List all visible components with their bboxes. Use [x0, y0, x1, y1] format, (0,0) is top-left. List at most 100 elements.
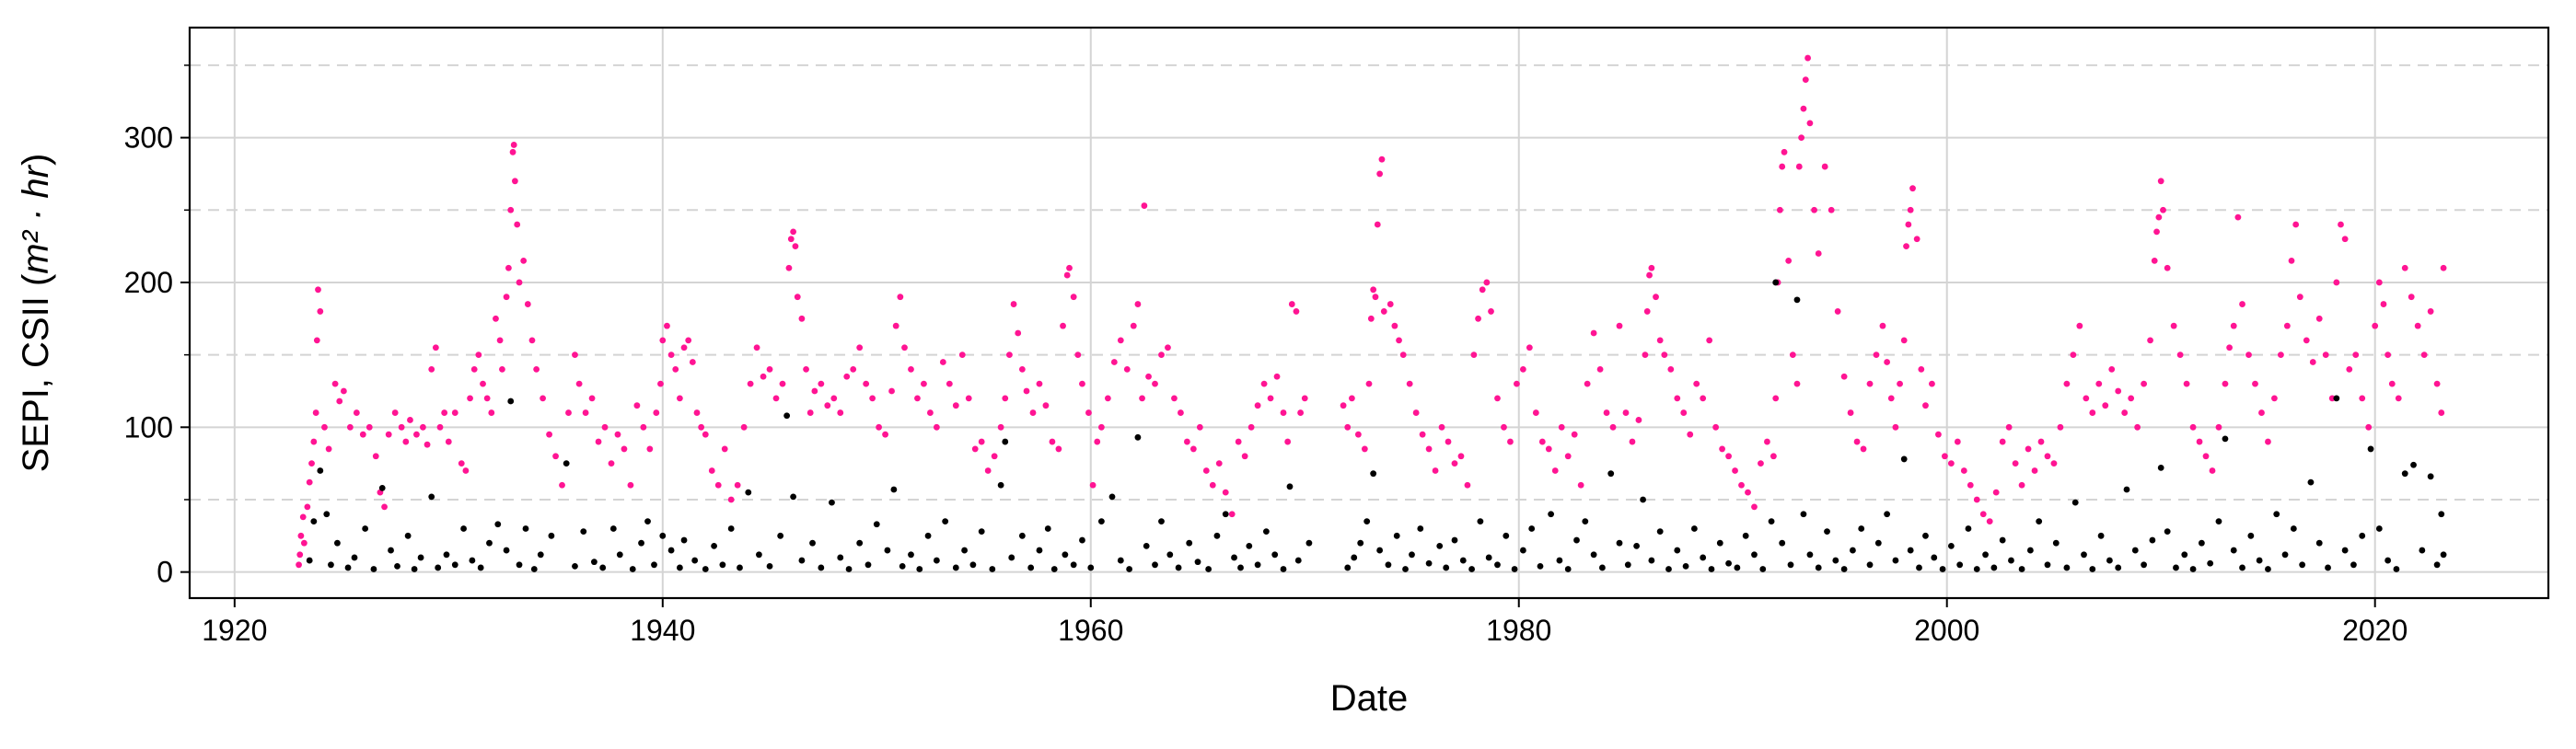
- data-point: [884, 547, 891, 554]
- data-point: [1036, 380, 1043, 387]
- data-point: [572, 562, 578, 570]
- data-point: [1811, 206, 1817, 213]
- data-point: [2239, 301, 2245, 307]
- y-tick-label: 0: [157, 556, 173, 589]
- data-point: [436, 423, 444, 431]
- data-point: [892, 322, 899, 329]
- data-point: [2183, 380, 2190, 387]
- data-point: [511, 178, 518, 185]
- data-point: [516, 279, 523, 286]
- data-point: [1907, 547, 1914, 554]
- data-point: [2277, 351, 2284, 359]
- data-point: [1029, 409, 1037, 416]
- data-point: [1648, 264, 1655, 271]
- data-point: [809, 539, 816, 547]
- data-point: [837, 409, 844, 416]
- data-point: [2315, 539, 2323, 547]
- data-point: [2303, 337, 2310, 344]
- data-point: [890, 486, 898, 493]
- data-point: [830, 395, 838, 402]
- data-point: [323, 511, 331, 518]
- data-point: [693, 409, 701, 416]
- data-point: [1708, 566, 1715, 572]
- data-point: [486, 539, 493, 547]
- data-point: [1209, 481, 1216, 489]
- data-point: [1564, 453, 1572, 460]
- data-point: [1815, 250, 1822, 257]
- data-point: [514, 221, 521, 228]
- data-point: [1215, 460, 1223, 467]
- data-point: [528, 337, 536, 344]
- y-axis: 0 100 200 300: [124, 64, 190, 589]
- data-point: [1260, 380, 1268, 387]
- data-point: [2325, 564, 2331, 571]
- data-point: [1344, 564, 1352, 571]
- data-point: [1607, 470, 1615, 478]
- data-point: [2273, 511, 2280, 518]
- x-tick-label: 2000: [1914, 614, 1979, 647]
- data-point: [2350, 561, 2357, 569]
- data-point: [1734, 564, 1741, 571]
- data-point: [540, 395, 547, 402]
- data-point: [2222, 380, 2229, 387]
- data-point: [306, 557, 313, 564]
- data-point: [714, 481, 722, 489]
- data-point: [2215, 423, 2222, 431]
- data-point: [1779, 539, 1786, 547]
- data-point: [477, 564, 484, 571]
- series-0: [296, 54, 2447, 569]
- data-point: [863, 380, 870, 387]
- data-point: [2018, 566, 2025, 572]
- data-point: [575, 380, 583, 387]
- data-point: [1018, 532, 1026, 539]
- data-point: [1284, 438, 1292, 445]
- data-point: [1635, 417, 1642, 423]
- data-point: [2438, 409, 2445, 416]
- data-point: [2226, 344, 2233, 351]
- data-point: [306, 478, 313, 486]
- data-point: [933, 423, 940, 431]
- data-point: [370, 566, 377, 572]
- data-point: [1183, 438, 1190, 445]
- data-point: [1436, 542, 1444, 549]
- data-point: [747, 380, 754, 387]
- data-point: [1648, 557, 1655, 564]
- data-point: [1387, 301, 1394, 307]
- data-point: [1085, 409, 1092, 416]
- data-point: [1488, 308, 1494, 315]
- data-point: [1582, 518, 1589, 524]
- data-point: [1273, 373, 1281, 380]
- data-point: [2141, 380, 2148, 387]
- data-point: [609, 525, 617, 532]
- data-point: [942, 518, 949, 524]
- data-point: [850, 365, 857, 373]
- data-point: [616, 551, 623, 559]
- data-point: [798, 557, 806, 564]
- data-point: [1519, 365, 1526, 373]
- data-point: [1094, 438, 1101, 445]
- data-point: [417, 554, 424, 561]
- data-point: [1166, 551, 1174, 559]
- data-point: [299, 513, 307, 521]
- data-point: [818, 564, 825, 571]
- data-point: [2234, 213, 2242, 221]
- data-point: [565, 409, 572, 416]
- data-point: [1800, 105, 1807, 112]
- data-point: [407, 417, 413, 423]
- data-point: [1097, 423, 1105, 431]
- data-point: [792, 243, 799, 250]
- data-point: [2359, 395, 2366, 402]
- data-point: [493, 315, 499, 322]
- data-point: [806, 409, 814, 416]
- data-point: [1152, 380, 1158, 387]
- data-point: [1511, 566, 1518, 572]
- data-point: [2341, 547, 2349, 554]
- data-point: [1682, 562, 1689, 570]
- data-point: [2207, 559, 2214, 567]
- data-point: [766, 365, 773, 373]
- data-point: [1929, 380, 1935, 387]
- data-point: [2265, 566, 2271, 572]
- data-point: [2189, 566, 2197, 572]
- data-point: [1419, 431, 1426, 438]
- data-point: [1402, 566, 1409, 572]
